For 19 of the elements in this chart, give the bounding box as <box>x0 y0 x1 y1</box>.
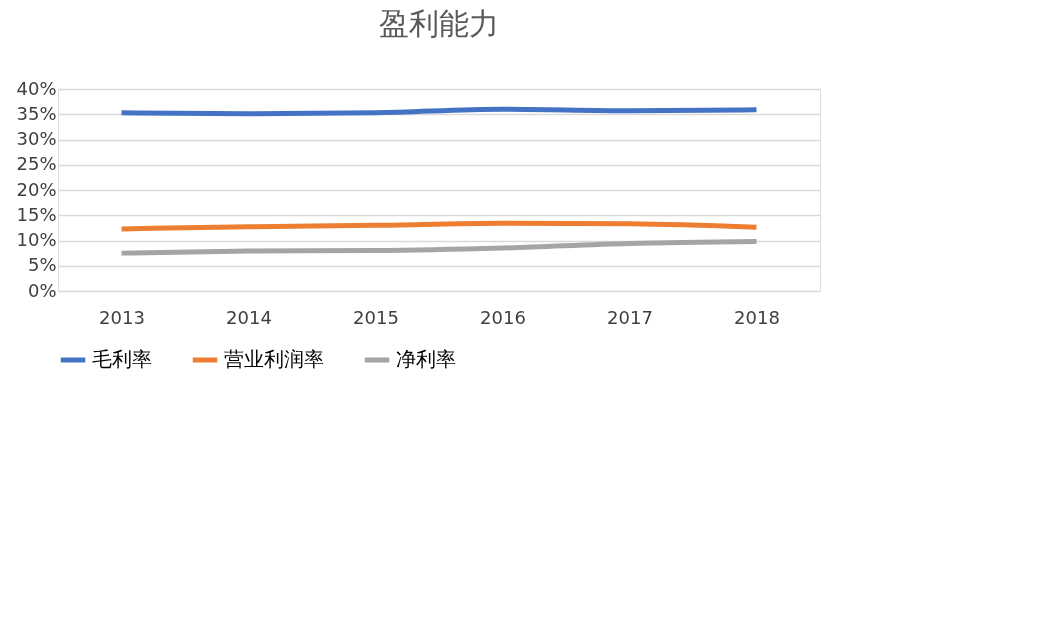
y-tick-label: 10% <box>16 229 57 250</box>
legend-label: 净利率 <box>396 347 456 371</box>
x-tick-label: 2017 <box>607 306 653 328</box>
y-tick-label: 40% <box>16 77 57 99</box>
y-tick-label: 30% <box>16 128 57 149</box>
y-tick-label: 5% <box>27 254 57 276</box>
legend-label: 毛利率 <box>92 347 152 371</box>
x-tick-label: 2014 <box>226 306 272 328</box>
y-tick-label: 35% <box>16 102 57 124</box>
y-tick-label: 0% <box>27 279 57 301</box>
chart-title: 盈利能力 <box>379 6 499 41</box>
x-tick-label: 2013 <box>99 306 145 328</box>
y-tick-label: 15% <box>16 203 57 225</box>
x-tick-label: 2016 <box>480 306 526 328</box>
y-tick-label: 25% <box>16 153 57 175</box>
x-tick-label: 2018 <box>734 306 780 328</box>
y-tick-label: 20% <box>16 178 57 200</box>
x-tick-label: 2015 <box>353 306 399 328</box>
legend-label: 营业利润率 <box>224 347 324 371</box>
